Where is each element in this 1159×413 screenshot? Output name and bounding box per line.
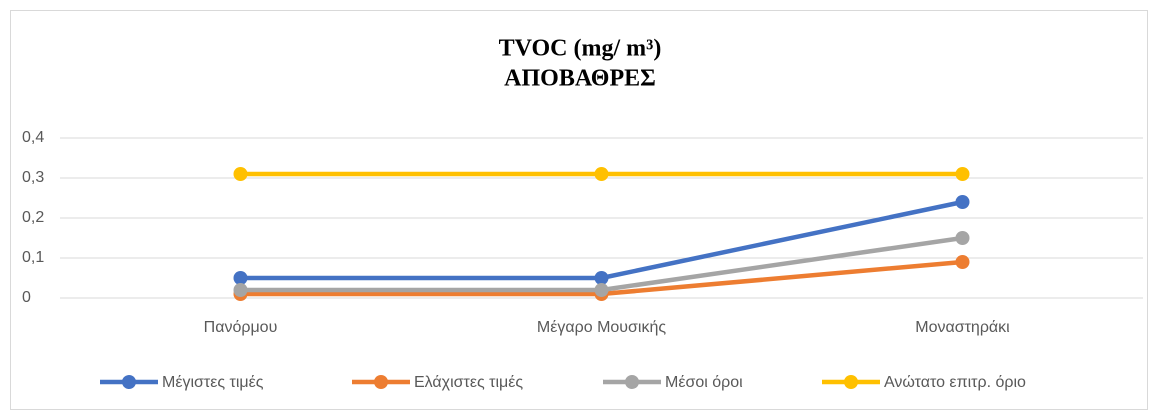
legend-label: Μέγιστες τιμές bbox=[162, 374, 264, 391]
legend-label: Ανώτατο επιτρ. όριο bbox=[884, 374, 1026, 391]
data-point bbox=[955, 167, 970, 181]
data-point bbox=[594, 283, 609, 297]
chart-border bbox=[10, 10, 1148, 410]
y-tick-label: 0 bbox=[22, 289, 31, 306]
data-point bbox=[594, 271, 609, 285]
legend-label: Μέσοι όροι bbox=[665, 374, 743, 391]
data-point bbox=[955, 195, 970, 209]
legend-marker bbox=[625, 375, 639, 389]
data-point bbox=[594, 167, 609, 181]
data-point bbox=[233, 283, 248, 297]
y-tick-label: 0,1 bbox=[22, 249, 44, 266]
chart-title: TVOC (mg/ m³) bbox=[499, 36, 662, 62]
legend-marker bbox=[122, 375, 136, 389]
legend-label: Ελάχιστες τιμές bbox=[414, 374, 523, 391]
y-tick-label: 0,4 bbox=[22, 129, 44, 146]
legend-marker bbox=[374, 375, 388, 389]
data-point bbox=[955, 231, 970, 245]
data-point bbox=[233, 167, 248, 181]
data-point bbox=[233, 271, 248, 285]
y-tick-label: 0,3 bbox=[22, 169, 44, 186]
x-tick-label: Μοναστηράκι bbox=[915, 319, 1010, 336]
y-tick-label: 0,2 bbox=[22, 209, 44, 226]
legend-marker bbox=[844, 375, 858, 389]
chart-subtitle: ΑΠΟΒΑΘΡΕΣ bbox=[504, 66, 656, 92]
data-point bbox=[955, 255, 970, 269]
x-tick-label: Πανόρμου bbox=[204, 319, 278, 336]
x-tick-label: Μέγαρο Μουσικής bbox=[537, 319, 666, 336]
